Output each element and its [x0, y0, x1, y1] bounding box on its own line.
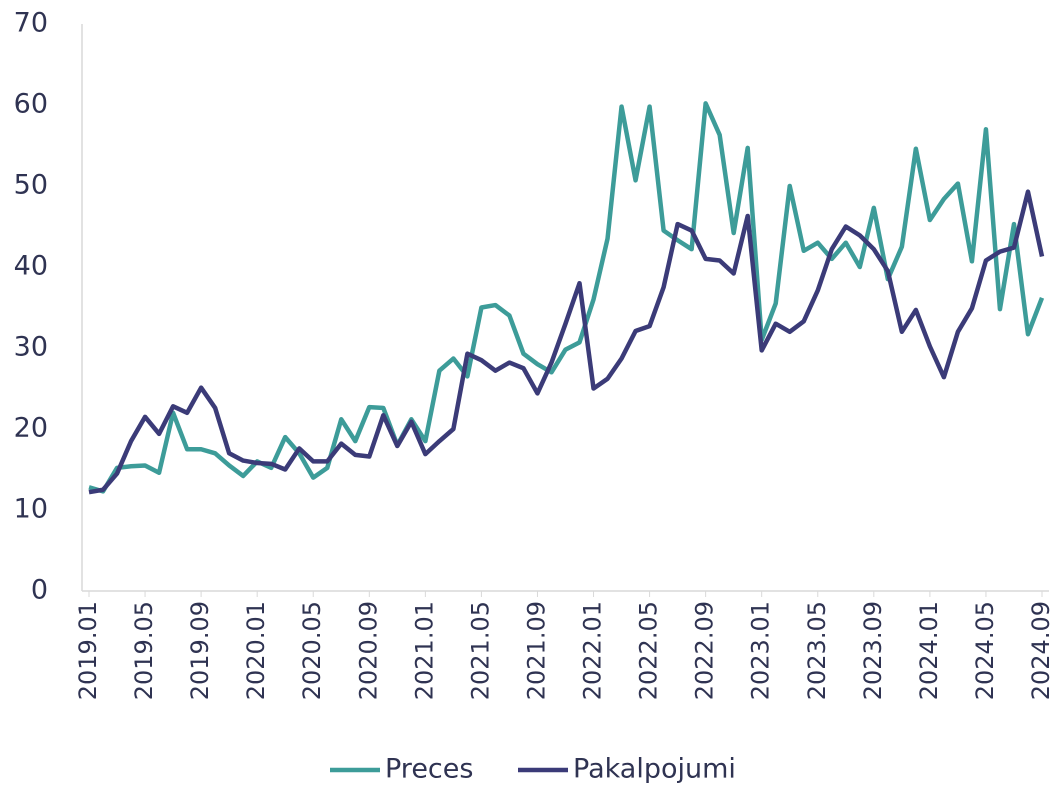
- y-tick-label: 40: [14, 251, 48, 282]
- x-tick-label: 2020.01: [242, 601, 270, 700]
- series-line: [88, 101, 1045, 494]
- x-tick-label: 2023.05: [803, 601, 831, 700]
- x-tick-label: 2023.01: [747, 601, 775, 700]
- x-tick-label: 2019.09: [186, 601, 214, 700]
- x-tick-label: 2021.05: [466, 601, 494, 700]
- x-tick-label: 2022.05: [635, 601, 663, 700]
- x-tick-label: 2022.01: [579, 601, 607, 700]
- legend-label: Pakalpojumi: [573, 754, 736, 785]
- y-tick-label: 50: [14, 170, 48, 201]
- x-tick-label: 2024.01: [915, 601, 943, 700]
- x-tick-label: 2019.01: [74, 601, 102, 700]
- x-tick-label: 2021.01: [410, 601, 438, 700]
- legend-label: Preces: [385, 754, 473, 785]
- x-tick-label: 2023.09: [859, 601, 887, 700]
- y-tick-label: 0: [31, 575, 48, 606]
- y-tick-label: 30: [14, 332, 48, 363]
- y-tick-label: 10: [14, 494, 48, 525]
- x-tick-label: 2024.05: [971, 601, 999, 700]
- x-tick-label: 2024.09: [1027, 601, 1055, 700]
- x-tick-label: 2020.09: [354, 601, 382, 700]
- x-tick-label: 2020.05: [298, 601, 326, 700]
- x-tick-label: 2022.09: [691, 601, 719, 700]
- y-tick-label: 70: [14, 8, 48, 39]
- series-line: [88, 189, 1045, 495]
- x-tick-label: 2021.09: [522, 601, 550, 700]
- x-tick-label: 2019.05: [130, 601, 158, 700]
- y-tick-label: 20: [14, 413, 48, 444]
- y-tick-label: 60: [14, 89, 48, 120]
